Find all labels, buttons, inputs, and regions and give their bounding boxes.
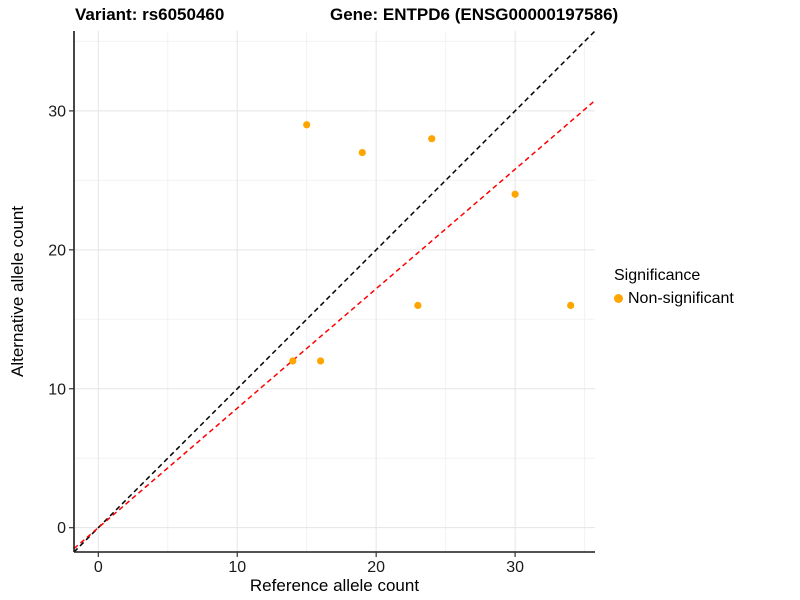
x-tick-label-0: 0: [94, 559, 103, 576]
data-point: [428, 135, 436, 143]
x-tick-label-10: 10: [228, 559, 246, 576]
data-point: [317, 357, 325, 365]
data-point: [511, 190, 519, 198]
legend-item-label: Non-significant: [628, 290, 734, 307]
legend: Significance Non-significant: [614, 266, 734, 308]
x-axis-title: Reference allele count: [250, 576, 419, 595]
data-point: [303, 121, 311, 129]
plot-title-variant: Variant: rs6050460: [75, 5, 225, 24]
data-point: [358, 148, 366, 157]
data-point: [567, 301, 575, 309]
data-point: [289, 357, 297, 365]
y-tick-label-0: 0: [57, 520, 66, 537]
identity-line: [74, 31, 595, 552]
y-tick-label-20: 20: [48, 242, 66, 259]
y-tick-label-10: 10: [48, 381, 66, 398]
legend-title: Significance: [614, 267, 701, 284]
plot-title-gene: Gene: ENTPD6 (ENSG00000197586): [330, 5, 619, 24]
legend-point-icon: [614, 294, 623, 303]
data-point: [414, 301, 422, 309]
regression-line: [74, 99, 595, 550]
legend-item-non-significant: Non-significant: [614, 289, 734, 308]
x-tick-label-30: 30: [506, 559, 524, 576]
y-tick-label-30: 30: [48, 103, 66, 120]
x-tick-label-20: 20: [367, 559, 385, 576]
y-axis-title: Alternative allele count: [8, 206, 27, 377]
